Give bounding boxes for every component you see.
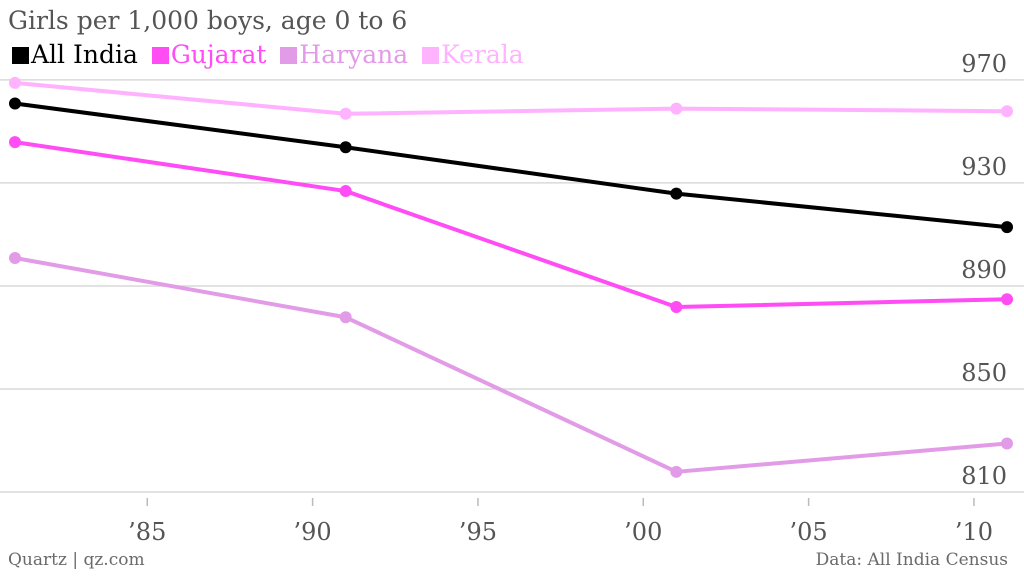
series-line-all-india xyxy=(14,101,1008,230)
x-tick-label: ’00 xyxy=(624,518,662,546)
chart-legend: All India Gujarat Haryana Kerala xyxy=(12,40,530,69)
legend-item-gujarat: Gujarat xyxy=(151,40,267,69)
legend-label-all-india: All India xyxy=(31,40,138,69)
legend-item-kerala: Kerala xyxy=(422,40,524,69)
data-point-haryana xyxy=(670,465,683,478)
data-point-haryana xyxy=(339,311,352,324)
data-point-all-india xyxy=(1001,221,1013,234)
legend-label-kerala: Kerala xyxy=(441,40,524,69)
data-point-kerala xyxy=(339,107,352,120)
data-point-gujarat xyxy=(1001,293,1013,306)
data-point-gujarat xyxy=(670,300,683,313)
data-point-gujarat xyxy=(9,136,21,149)
data-point-kerala xyxy=(670,102,683,115)
x-tick-label: ’95 xyxy=(459,518,497,546)
y-tick-label: 810 xyxy=(961,462,1007,490)
chart-title: Girls per 1,000 boys, age 0 to 6 xyxy=(8,6,408,35)
data-point-all-india xyxy=(670,187,683,200)
footer-source-right: Data: All India Census xyxy=(815,550,1008,570)
y-tick-label: 890 xyxy=(961,256,1007,284)
x-tick-label: ’10 xyxy=(955,518,993,546)
legend-label-gujarat: Gujarat xyxy=(170,40,267,69)
series-line-kerala xyxy=(14,80,1008,116)
x-tick-label: ’85 xyxy=(128,518,166,546)
data-point-gujarat xyxy=(339,185,352,198)
data-point-kerala xyxy=(9,76,21,89)
legend-swatch-haryana xyxy=(280,47,298,64)
x-tick-label: ’90 xyxy=(294,518,332,546)
series-line-haryana xyxy=(14,256,1008,474)
legend-swatch-all-india xyxy=(12,47,29,64)
legend-label-haryana: Haryana xyxy=(299,40,409,69)
legend-swatch-kerala xyxy=(422,47,440,64)
y-tick-label: 970 xyxy=(961,50,1007,78)
data-point-all-india xyxy=(9,97,21,110)
x-tick-label: ’05 xyxy=(790,518,828,546)
y-tick-label: 930 xyxy=(961,153,1007,181)
y-tick-label: 850 xyxy=(961,359,1007,387)
data-point-haryana xyxy=(9,252,21,265)
footer-source-left: Quartz | qz.com xyxy=(8,550,145,570)
data-point-haryana xyxy=(1001,437,1013,450)
series-line-gujarat xyxy=(14,140,1008,309)
data-point-kerala xyxy=(1001,105,1013,118)
legend-item-all-india: All India xyxy=(12,40,138,69)
legend-swatch-gujarat xyxy=(151,47,169,64)
data-point-all-india xyxy=(339,141,352,154)
legend-item-haryana: Haryana xyxy=(280,40,408,69)
